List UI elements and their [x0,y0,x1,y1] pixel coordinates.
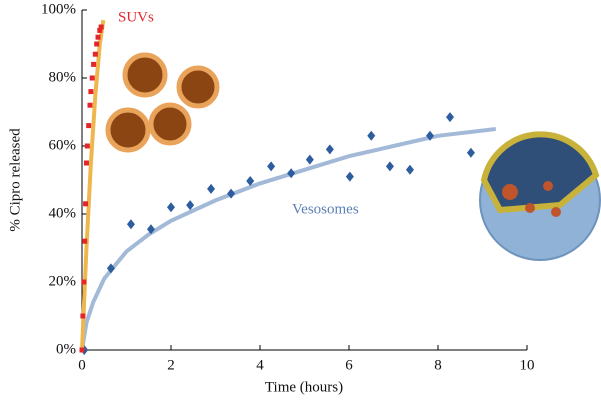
data-point [405,164,414,175]
fit-line [80,127,497,351]
data-point [167,202,175,213]
data-point [91,61,97,67]
data-point [146,224,155,235]
data-point [86,123,92,129]
data-point [287,168,296,179]
data-point [446,112,455,123]
x-tick-label: 2 [167,357,175,373]
data-point [84,143,90,149]
data-point [186,200,195,211]
y-tick-label: 100% [41,1,76,17]
data-point [227,188,236,199]
data-point [98,24,104,30]
data-point [325,144,334,155]
data-point [126,219,135,230]
data-point [425,130,434,141]
series-label: Vesosomes [292,201,359,217]
data-point [345,171,354,182]
vesosome-illustration [479,131,601,261]
data-point [106,263,115,274]
x-axis-label: Time (hours) [265,379,343,395]
data-point [83,201,89,207]
data-point [94,41,100,47]
data-point [92,51,98,57]
x-tick-label: 4 [256,357,264,373]
suv-illustrations [105,52,220,153]
data-point [89,75,95,81]
x-tick-label: 10 [520,357,535,373]
data-point [466,147,475,158]
x-tick-label: 8 [434,357,442,373]
data-point [97,27,103,33]
data-point [246,176,255,187]
series-label: SUVs [118,9,154,25]
y-tick-label: 0% [56,341,76,357]
y-tick-label: 80% [49,69,77,85]
data-point [385,161,394,172]
data-point [82,238,88,244]
data-point [79,347,85,353]
data-point [267,161,276,172]
data-point [95,34,101,40]
data-point [305,154,314,165]
data-point [87,102,93,108]
data-point [207,183,216,194]
fit-line [80,19,106,351]
data-point [83,160,89,166]
x-tick-label: 0 [78,357,86,373]
data-point [88,89,94,95]
x-tick-label: 6 [345,357,353,373]
data-point [80,313,86,319]
data-point [81,279,87,285]
y-axis-label: % Cipro released [7,128,23,232]
y-tick-label: 20% [49,273,77,289]
data-point [367,130,376,141]
y-tick-label: 60% [49,137,77,153]
y-tick-label: 40% [49,205,77,221]
